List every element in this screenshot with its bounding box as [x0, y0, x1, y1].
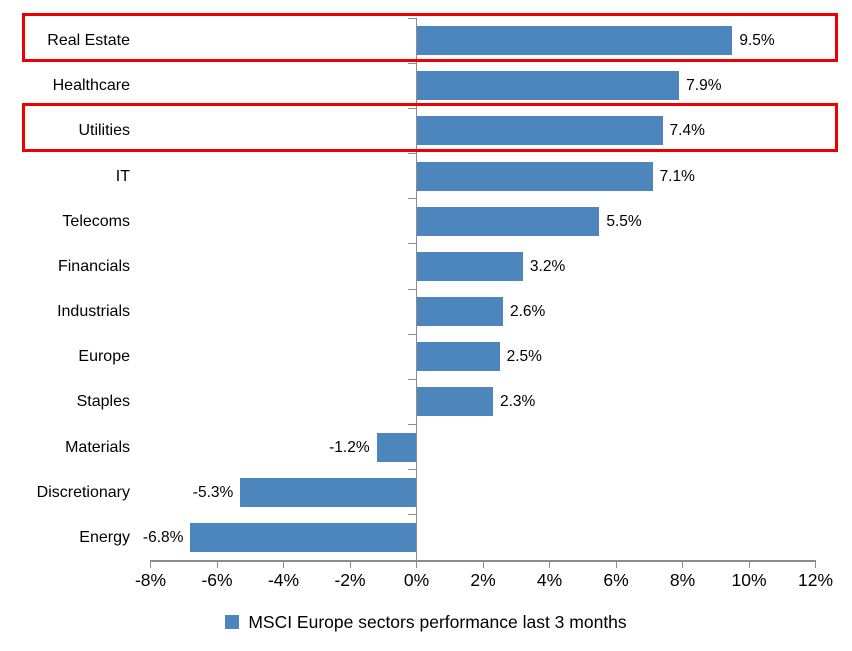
category-tick [407, 424, 417, 425]
x-tick [682, 560, 683, 568]
x-tick-label: -4% [267, 570, 300, 590]
x-tick [549, 560, 550, 568]
bar-real-estate [416, 26, 733, 56]
legend-swatch-icon [225, 615, 240, 629]
value-label: 7.4% [669, 122, 705, 140]
category-tick [407, 288, 417, 290]
category-label: Europe [78, 348, 130, 366]
x-tick-label: 12% [797, 570, 834, 590]
x-tick-label: 4% [536, 570, 563, 590]
x-tick-label: 2% [470, 570, 496, 590]
category-label: Financials [57, 257, 130, 275]
value-label: 3.2% [529, 257, 566, 275]
bar-financials [416, 251, 523, 281]
value-label: -6.8% [142, 528, 184, 546]
category-label: Materials [65, 438, 130, 456]
category-tick [407, 243, 417, 245]
category-tick [407, 153, 417, 154]
x-tick-label: 6% [603, 570, 629, 590]
x-tick [283, 560, 284, 568]
value-label: -5.3% [192, 483, 234, 501]
category-label: Discretionary [36, 483, 130, 501]
bar-healthcare [416, 71, 680, 101]
value-label: 7.1% [659, 167, 695, 185]
value-label: 9.5% [739, 32, 775, 50]
category-tick [407, 62, 417, 64]
category-tick [407, 198, 417, 200]
value-label: 5.5% [606, 212, 642, 230]
x-tick [748, 560, 750, 568]
x-tick-label: -6% [201, 570, 233, 590]
category-label: Utilities [78, 122, 130, 140]
highlight-box-utilities [22, 103, 838, 153]
category-label: Real Estate [47, 32, 130, 50]
x-tick-label: -2% [334, 570, 366, 590]
bar-telecoms [416, 206, 600, 236]
x-tick-label: 10% [731, 570, 767, 590]
bar-europe [416, 342, 500, 372]
category-tick [407, 469, 417, 471]
category-tick [407, 378, 417, 380]
value-label: -1.2% [329, 438, 370, 456]
highlight-box-real-estate [22, 13, 838, 63]
category-label: Healthcare [52, 77, 130, 95]
x-tick-label: 0% [403, 570, 430, 590]
category-tick [407, 17, 417, 19]
category-tick [407, 514, 417, 516]
bar-it [416, 161, 653, 191]
value-label: 2.6% [509, 303, 546, 321]
value-label: 7.9% [686, 77, 722, 95]
x-tick-label: -8% [134, 570, 167, 590]
bar-materials [376, 432, 417, 462]
x-tick-label: 8% [669, 570, 696, 590]
legend-label: MSCI Europe sectors performance last 3 m… [248, 611, 627, 632]
x-tick [216, 560, 218, 568]
x-tick [349, 560, 351, 568]
category-axis-line [415, 18, 418, 560]
bar-industrials [416, 297, 503, 327]
bar-energy [190, 522, 417, 552]
category-label: Staples [76, 393, 130, 411]
category-tick [407, 107, 417, 109]
bar-discretionary [240, 477, 417, 507]
bar-utilities [416, 116, 663, 146]
category-label: Energy [79, 528, 130, 546]
x-tick [482, 560, 484, 568]
x-tick [815, 560, 816, 568]
x-tick [615, 560, 617, 568]
category-label: IT [115, 167, 130, 185]
category-label: Telecoms [62, 212, 130, 230]
value-label: 2.5% [506, 348, 542, 366]
x-tick [416, 560, 417, 568]
category-tick [407, 333, 417, 335]
category-label: Industrials [57, 303, 130, 321]
bar-staples [416, 387, 493, 417]
value-label: 2.3% [499, 393, 536, 411]
legend: MSCI Europe sectors performance last 3 m… [0, 610, 852, 634]
x-tick [150, 560, 151, 568]
